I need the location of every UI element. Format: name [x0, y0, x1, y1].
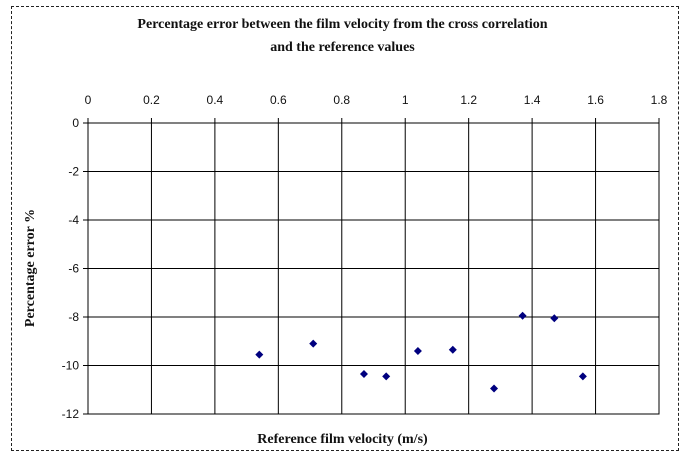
- y-tick-label: -8: [68, 310, 79, 324]
- y-tick-label: -2: [68, 165, 79, 179]
- y-axis-label: Percentage error %: [23, 208, 38, 328]
- data-point: [448, 345, 457, 354]
- data-point: [578, 372, 587, 381]
- data-point: [309, 339, 318, 348]
- chart-frame: [11, 6, 679, 451]
- y-tick-label: -10: [62, 359, 80, 373]
- y-tick-label: 0: [72, 116, 79, 130]
- data-point: [382, 372, 391, 381]
- data-point: [255, 350, 264, 359]
- data-point: [550, 314, 559, 323]
- chart-title-line-1: Percentage error between the film veloci…: [137, 17, 548, 32]
- y-tick-label: -12: [62, 407, 80, 421]
- data-point: [359, 369, 368, 378]
- x-tick-label: 0.8: [333, 93, 350, 107]
- x-tick-label: 1: [402, 93, 409, 107]
- x-tick-label: 1.6: [587, 93, 604, 107]
- chart-title-line-2: and the reference values: [270, 40, 415, 55]
- x-tick-label: 0.2: [143, 93, 160, 107]
- x-tick-label: 1.8: [651, 93, 668, 107]
- x-tick-label: 0: [85, 93, 92, 107]
- data-point: [413, 346, 422, 355]
- x-axis-label: Reference film velocity (m/s): [257, 432, 428, 447]
- data-point: [518, 311, 527, 320]
- x-tick-label: 1.4: [524, 93, 541, 107]
- data-point: [490, 384, 499, 393]
- x-tick-label: 0.6: [270, 93, 287, 107]
- plot-area-border: [87, 122, 660, 415]
- x-tick-label: 1.2: [460, 93, 477, 107]
- y-tick-label: -4: [68, 213, 79, 227]
- x-tick-label: 0.4: [207, 93, 224, 107]
- y-tick-label: -6: [68, 262, 79, 276]
